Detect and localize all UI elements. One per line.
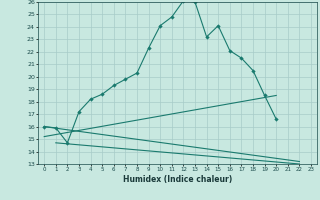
X-axis label: Humidex (Indice chaleur): Humidex (Indice chaleur) <box>123 175 232 184</box>
